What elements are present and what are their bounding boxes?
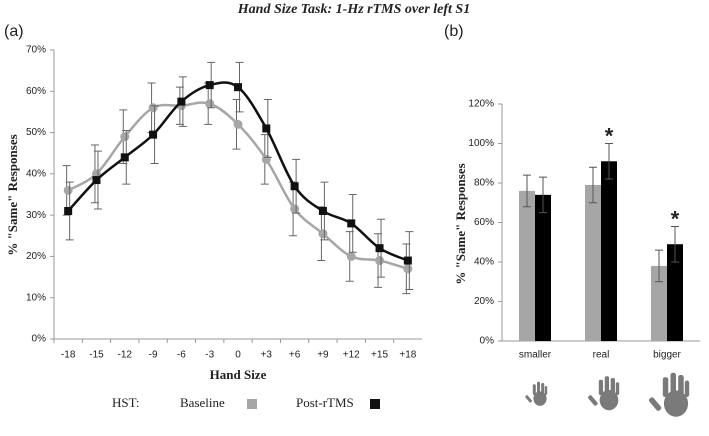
y-tick-label: 40% [474,257,494,268]
y-tick-label: 0% [480,336,495,347]
x-tick-label: +9 [317,350,329,361]
y-tick-label: 80% [474,178,494,189]
bar [667,244,683,341]
legend-label: Post-rTMS [296,395,354,410]
legend-swatch [247,399,257,409]
marker [403,264,413,274]
x-tick-label: -12 [118,350,133,361]
bar [601,161,617,341]
panel-label: (b) [444,23,464,40]
y-tick-label: 20% [474,296,494,307]
figure-title: Hand Size Task: 1-Hz rTMS over left S1 [237,2,470,17]
legend-title: HST: [112,395,140,410]
y-tick-label: 50% [26,127,46,138]
bar [535,194,551,341]
annotation: * [605,123,614,148]
y-tick-label: 20% [26,251,46,262]
y-tick-label: 10% [26,292,46,303]
x-tick-label: -18 [61,350,76,361]
marker [205,81,214,90]
legend-swatch [370,399,380,409]
marker [120,153,129,162]
marker [403,256,412,265]
marker [262,124,271,133]
y-tick-label: 0% [32,334,47,345]
x-tick-label: +15 [371,350,388,361]
legend-label: Baseline [180,395,225,410]
marker [233,119,243,129]
marker [63,185,73,195]
marker [318,229,328,239]
x-tick-label: bigger [653,350,681,361]
x-tick-label: -9 [149,350,158,361]
x-tick-label: 0 [235,350,241,361]
marker [346,251,356,261]
error-bar [605,143,613,180]
y-axis-title: % "Same" Responses [5,134,20,255]
y-tick-label: 40% [26,168,46,179]
x-tick-label: +18 [399,350,416,361]
bar [651,265,667,341]
marker [120,132,130,142]
marker [261,154,271,164]
x-tick-label: -15 [89,350,104,361]
y-tick-label: 60% [26,86,46,97]
marker [205,99,215,109]
x-tick-label: real [593,350,610,361]
annotation: * [671,206,680,231]
marker [148,103,158,113]
x-tick-label: +12 [343,350,360,361]
bar [585,184,601,341]
x-tick-label: smaller [519,350,552,361]
x-tick-label: -3 [205,350,214,361]
marker [149,130,158,139]
marker [347,219,356,228]
marker [64,207,73,216]
marker [375,244,384,253]
panel-label: (a) [4,23,24,40]
y-tick-label: 30% [26,210,46,221]
error-bar [655,249,663,283]
error-bar [539,176,547,214]
x-tick-label: +3 [261,350,273,361]
y-tick-label: 100% [468,138,494,149]
marker [92,176,101,185]
y-axis-title: % "Same" Responses [453,163,468,284]
hand-icons [525,372,690,417]
error-bar [589,166,597,204]
x-tick-label: +6 [289,350,301,361]
error-bar [671,225,679,263]
marker [290,204,300,214]
y-tick-label: 70% [26,45,46,56]
x-tick-label: -6 [177,350,186,361]
error-bar [523,174,531,208]
line [67,81,409,262]
marker [234,83,242,92]
bar [519,190,535,341]
marker [375,256,385,266]
marker [318,207,327,216]
y-tick-label: 120% [468,99,494,110]
marker [290,182,299,191]
x-axis-title: Hand Size [210,367,267,382]
marker [177,97,186,106]
y-tick-label: 60% [474,217,494,228]
